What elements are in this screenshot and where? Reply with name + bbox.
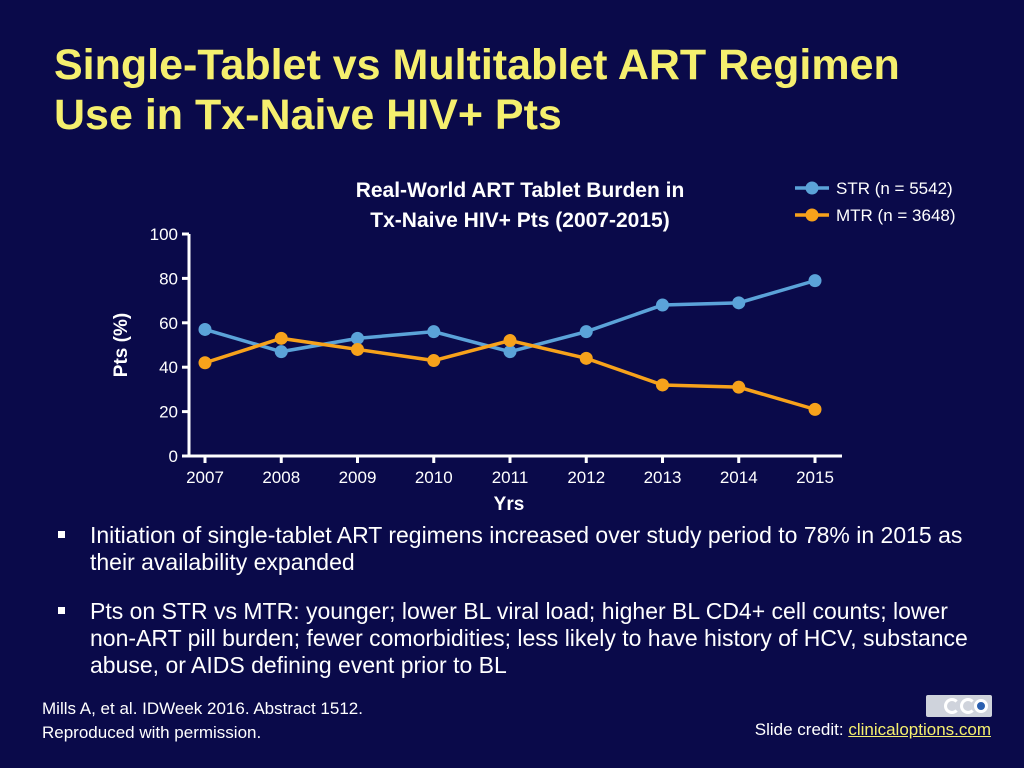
data-point-mtr [732,380,746,394]
cco-logo-icon [926,695,992,717]
logo-ring-icon [944,698,960,714]
slide-title: Single-Tablet vs Multitablet ART Regimen… [54,40,994,140]
y-tick-label: 0 [169,447,178,466]
data-point-mtr [274,331,288,345]
logo-ring-icon [974,699,988,713]
y-tick-label: 20 [159,403,178,422]
x-tick-label: 2013 [644,468,682,487]
citation-line1: Mills A, et al. IDWeek 2016. Abstract 15… [42,699,363,718]
x-tick-label: 2014 [720,468,758,487]
bullet-text: Initiation of single-tablet ART regimens… [90,522,963,575]
x-tick-label: 2007 [186,468,224,487]
x-tick-label: 2015 [796,468,834,487]
data-point-str [351,331,364,345]
citation: Mills A, et al. IDWeek 2016. Abstract 15… [42,697,363,745]
x-tick-label: 2009 [339,468,377,487]
legend-marker [805,208,819,222]
y-tick-label: 80 [159,269,178,288]
legend-marker [805,181,819,195]
data-point-mtr [579,351,593,365]
y-tick-label: 60 [159,314,178,333]
data-point-mtr [808,402,822,416]
legend-label: MTR (n = 3648) [836,206,956,225]
y-tick-label: 40 [159,358,178,377]
chart-title-line1: Real-World ART Tablet Burden in [356,179,685,202]
data-point-str [503,345,517,359]
bullet-list: Initiation of single-tablet ART regimens… [58,522,988,701]
slide-title-line1: Single-Tablet vs Multitablet ART Regimen [54,41,900,89]
x-tick-label: 2011 [492,468,529,487]
data-point-mtr [656,378,669,392]
slide-title-line2: Use in Tx-Naive HIV+ Pts [54,91,562,139]
data-point-str [732,296,746,310]
bullet-square-icon [58,531,65,538]
logo-ring-icon [960,698,976,714]
x-tick-label: 2010 [415,468,453,487]
slide-credit: Slide credit: clinicaloptions.com [755,720,991,740]
x-axis-label: Yrs [494,494,525,515]
y-tick-label: 100 [150,225,178,244]
x-tick-label: 2012 [567,468,605,487]
citation-line2: Reproduced with permission. [42,723,262,742]
data-point-str [198,322,212,336]
bullet-square-icon [58,607,65,614]
data-point-str [427,325,441,339]
data-point-str [579,325,593,339]
bullet-item: Pts on STR vs MTR: younger; lower BL vir… [58,598,988,679]
data-point-mtr [427,354,441,368]
data-point-mtr [351,342,364,356]
chart-title-line2: Tx-Naive HIV+ Pts (2007-2015) [370,209,669,232]
y-axis-label: Pts (%) [111,313,132,377]
slide-credit-label: Slide credit: [754,720,849,739]
bullet-text: Pts on STR vs MTR: younger; lower BL vir… [90,598,968,678]
data-point-str [808,274,822,288]
bullet-item: Initiation of single-tablet ART regimens… [58,522,988,576]
clinicaloptions-link[interactable]: clinicaloptions.com [848,720,991,739]
data-point-mtr [198,356,212,370]
data-point-str [274,345,288,359]
line-chart: Real-World ART Tablet Burden in Tx-Naive… [111,179,956,515]
x-tick-label: 2008 [262,468,300,487]
data-point-str [656,298,669,312]
legend-label: STR (n = 5542) [836,179,953,198]
data-point-mtr [503,334,517,348]
